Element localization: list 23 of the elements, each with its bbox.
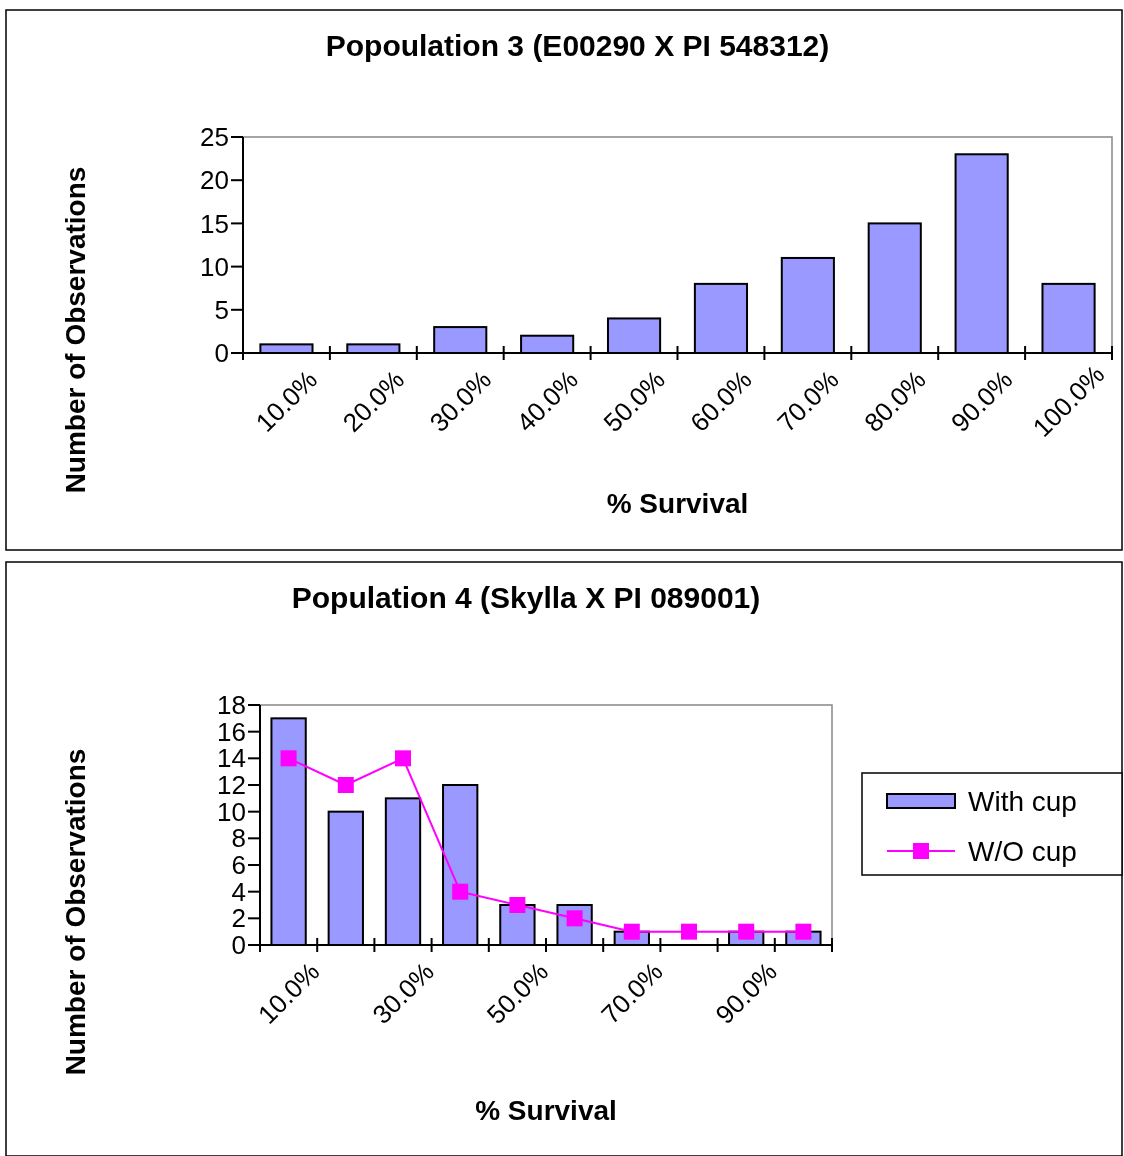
legend-label: W/O cup xyxy=(968,835,1077,867)
point xyxy=(280,750,297,767)
y-axis-title: Number of Observations xyxy=(60,748,91,1076)
y-tick-label: 0 xyxy=(214,338,229,369)
point xyxy=(509,897,526,913)
legend-label: With cup xyxy=(968,785,1077,817)
point xyxy=(795,923,812,940)
y-tick-label: 20 xyxy=(200,165,229,196)
y-tick-label: 5 xyxy=(214,294,229,325)
x-axis-title: % Survival xyxy=(475,1095,617,1126)
y-tick-label: 10 xyxy=(200,251,229,282)
y-tick-label: 25 xyxy=(200,122,229,153)
point xyxy=(681,923,697,940)
point xyxy=(452,883,469,900)
point xyxy=(395,750,411,767)
chart-title: Population 4 (Skylla X PI 089001) xyxy=(291,581,761,614)
point xyxy=(337,777,354,793)
x-axis-title: % Survival xyxy=(606,488,749,519)
point xyxy=(623,923,640,940)
y-axis-title: Number of Observations xyxy=(60,166,91,494)
point xyxy=(738,923,755,940)
chart-title: Popoulation 3 (E00290 X PI 548312) xyxy=(325,29,830,62)
y-tick-label: 15 xyxy=(200,208,229,239)
